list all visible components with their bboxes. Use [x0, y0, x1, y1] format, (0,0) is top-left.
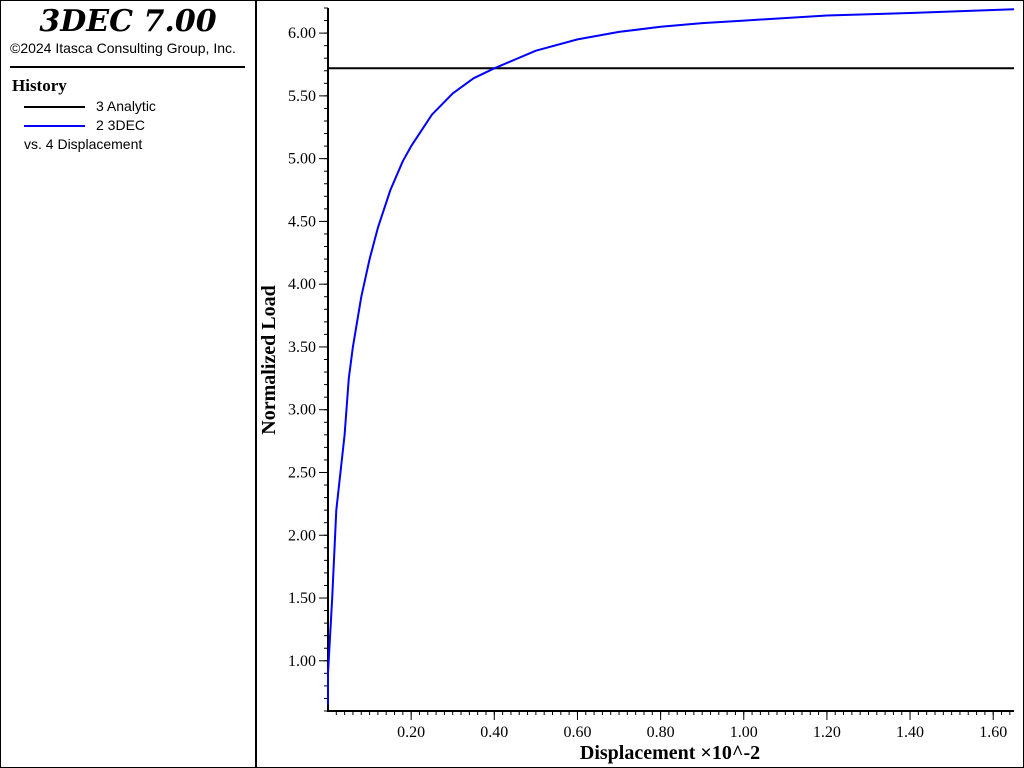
y-tick-label: 3.50: [288, 339, 316, 356]
y-tick-label: 4.00: [288, 276, 316, 293]
y-tick-label: 1.50: [288, 590, 316, 607]
legend-title: History: [12, 76, 67, 95]
x-axis-label: Displacement ×10^-2: [580, 742, 760, 764]
x-tick-label: 0.40: [480, 724, 508, 741]
y-tick-label: 2.50: [288, 464, 316, 481]
y-tick-label: 3.00: [288, 402, 316, 419]
x-tick-label: 1.00: [730, 724, 758, 741]
y-tick-label: 2.00: [288, 527, 316, 544]
x-tick-label: 1.60: [979, 724, 1007, 741]
panel-divider: [255, 0, 257, 768]
legend-swatch-analytic: [24, 106, 85, 108]
y-tick-label: 1.00: [288, 653, 316, 670]
y-tick-label: 6.00: [288, 25, 316, 42]
x-tick-label: 0.80: [647, 724, 675, 741]
x-tick-label: 0.20: [397, 724, 425, 741]
legend-label-3dec: 2 3DEC: [96, 117, 146, 133]
legend-vs-label: vs. 4 Displacement: [24, 136, 143, 152]
legend-label-analytic: 3 Analytic: [96, 98, 156, 114]
title-divider: [10, 66, 245, 68]
legend-swatch-3dec: [24, 125, 85, 127]
x-tick-label: 1.20: [813, 724, 841, 741]
x-tick-label: 0.60: [563, 724, 591, 741]
x-tick-label: 1.40: [896, 724, 924, 741]
copyright-text: ©2024 Itasca Consulting Group, Inc.: [10, 40, 236, 56]
series-line-3dec: [327, 8, 1015, 705]
y-tick-label: 5.50: [288, 88, 316, 105]
y-tick-label: 4.50: [288, 213, 316, 230]
app-title: 3DEC 7.00: [39, 4, 217, 39]
y-axis-label: Normalized Load: [258, 285, 280, 434]
y-tick-label: 5.00: [288, 151, 316, 168]
